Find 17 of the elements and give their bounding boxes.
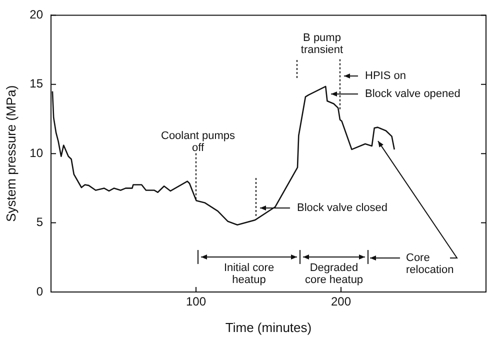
- annotation: Degraded core heatup: [304, 262, 364, 286]
- x-tick-label: 100: [186, 294, 206, 309]
- annotation: Core relocation: [406, 252, 454, 276]
- x-axis-title: Time (minutes): [225, 320, 312, 335]
- annotation: Initial core heatup: [224, 262, 274, 286]
- y-tick-label: 0: [36, 284, 44, 298]
- y-tick-label: 20: [30, 8, 44, 22]
- y-tick-label: 10: [30, 146, 44, 160]
- x-tick-label: 200: [330, 294, 352, 309]
- annotation: Coolant pumps off: [161, 130, 236, 154]
- annotation: B pump transient: [300, 32, 344, 56]
- y-tick-label: 15: [30, 76, 44, 91]
- annotation: Block valve opened: [365, 88, 460, 100]
- annotation: Block valve closed: [297, 202, 388, 214]
- y-axis-title: System pressure (MPa): [3, 85, 18, 222]
- annotation: HPIS on: [365, 70, 406, 82]
- y-tick-label: 5: [36, 215, 44, 230]
